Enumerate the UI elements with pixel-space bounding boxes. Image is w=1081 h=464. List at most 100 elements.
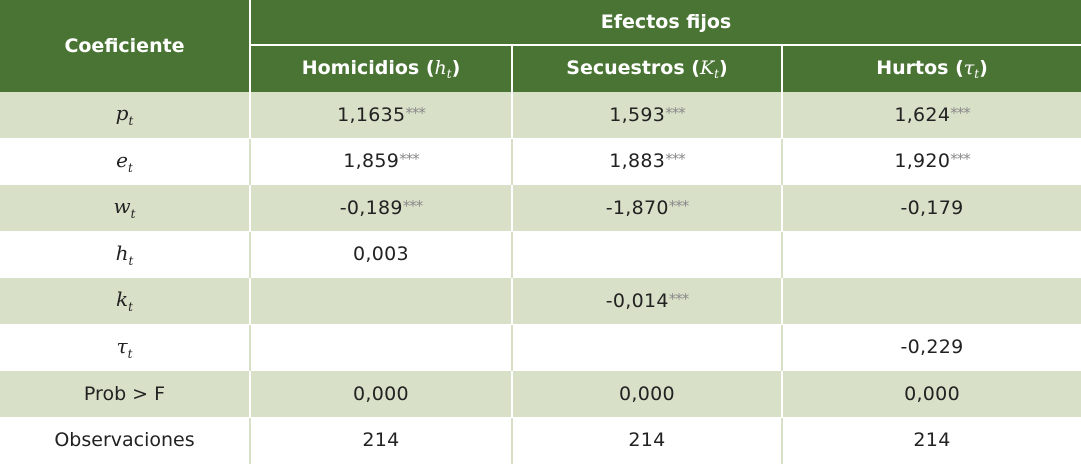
homicidios-subscript: t — [446, 67, 452, 81]
cell-value: 0,000 — [353, 382, 409, 405]
significance-stars: *** — [668, 196, 689, 215]
row-label: ht — [0, 231, 251, 278]
value-cell: -0,014*** — [512, 277, 783, 325]
significance-stars: *** — [665, 103, 685, 122]
row-label-text: Observaciones — [54, 429, 195, 452]
header-row-top: Coeficiente Efectos fijos — [0, 0, 1081, 92]
table-row: wt -0,189*** -1,870*** -0,179 — [0, 184, 1081, 232]
row-label: pt — [0, 92, 251, 139]
variable-subscript: t — [128, 253, 134, 268]
value-cell: 214 — [782, 417, 1081, 464]
significance-stars: *** — [405, 103, 425, 122]
hurtos-symbol: τ — [963, 57, 975, 79]
cell-value: 0,000 — [619, 382, 675, 405]
cell-value: 0,003 — [353, 243, 409, 266]
significance-stars: *** — [665, 150, 685, 169]
coeficiente-header: Coeficiente — [0, 0, 251, 92]
variable-symbol: p — [115, 101, 129, 126]
value-cell: 1,593*** — [512, 92, 783, 139]
hurtos-close: ) — [979, 57, 988, 79]
value-cell — [512, 231, 783, 278]
value-cell: 1,624*** — [782, 92, 1081, 139]
hurtos-label: Hurtos ( — [876, 57, 964, 79]
value-cell — [250, 324, 513, 371]
secuestros-label: Secuestros ( — [566, 57, 700, 79]
cell-value: 1,920 — [894, 150, 951, 173]
row-label: Prob > F — [0, 370, 251, 418]
hurtos-header: Hurtos (τt) — [782, 45, 1081, 92]
variable-subscript: t — [130, 207, 136, 222]
cell-value: -1,870 — [605, 196, 669, 219]
significance-stars: *** — [950, 150, 970, 169]
homicidios-symbol: h — [434, 57, 447, 79]
value-cell: 214 — [512, 417, 783, 464]
cell-value: 1,1635 — [337, 103, 406, 126]
hurtos-subscript: t — [974, 67, 980, 81]
significance-stars: *** — [668, 289, 689, 308]
cell-value: 214 — [913, 429, 951, 452]
row-label: Observaciones — [0, 417, 251, 464]
variable-subscript: t — [128, 114, 134, 129]
significance-stars: *** — [399, 150, 419, 169]
value-cell — [782, 231, 1081, 278]
value-cell: 1,1635*** — [250, 92, 513, 139]
row-label: kt — [0, 277, 251, 325]
variable-symbol: e — [116, 147, 128, 172]
variable-symbol: h — [115, 240, 129, 265]
row-label: wt — [0, 184, 251, 232]
row-label-text: Prob > F — [83, 382, 166, 405]
table-row: pt 1,1635*** 1,593*** 1,624*** — [0, 92, 1081, 139]
secuestros-symbol: K — [699, 57, 715, 79]
value-cell: 0,003 — [250, 231, 513, 278]
table-row: Observaciones 214 214 214 — [0, 417, 1081, 464]
homicidios-header: Homicidios (ht) — [250, 45, 513, 92]
variable-symbol: k — [116, 287, 129, 312]
variable-subscript: t — [127, 346, 133, 361]
cell-value: 1,883 — [609, 150, 666, 173]
significance-stars: *** — [950, 103, 970, 122]
cell-value: -0,179 — [900, 196, 964, 219]
variable-subscript: t — [128, 160, 133, 175]
value-cell: -1,870*** — [512, 184, 783, 232]
value-cell — [512, 324, 783, 371]
row-label: τt — [0, 324, 251, 371]
value-cell: 1,859*** — [250, 138, 513, 185]
header-row-sub: Homicidios (ht) Secuestros (Kt) Hurtos (… — [0, 45, 1081, 92]
secuestros-close: ) — [719, 57, 728, 79]
value-cell — [250, 277, 513, 325]
significance-stars: *** — [402, 196, 423, 215]
row-label: et — [0, 138, 251, 185]
value-cell: -0,189*** — [250, 184, 513, 232]
cell-value: -0,014 — [605, 289, 669, 312]
value-cell: 0,000 — [782, 370, 1081, 418]
cell-value: 1,593 — [609, 103, 666, 126]
cell-value: 1,624 — [894, 103, 951, 126]
value-cell: 1,920*** — [782, 138, 1081, 185]
table-row: ht 0,003 — [0, 231, 1081, 278]
secuestros-header: Secuestros (Kt) — [512, 45, 783, 92]
cell-value: 214 — [628, 429, 666, 452]
cell-value: 214 — [362, 429, 400, 452]
homicidios-close: ) — [451, 57, 461, 79]
variable-subscript: t — [128, 300, 133, 315]
value-cell: 1,883*** — [512, 138, 783, 185]
value-cell — [782, 277, 1081, 325]
homicidios-label: Homicidios ( — [301, 57, 435, 79]
cell-value: 1,859 — [343, 150, 400, 173]
table-row: τt -0,229 — [0, 324, 1081, 371]
variable-symbol: τ — [116, 333, 128, 358]
cell-value: -0,189 — [339, 196, 403, 219]
table-row: Prob > F 0,000 0,000 0,000 — [0, 370, 1081, 418]
value-cell: -0,179 — [782, 184, 1081, 232]
value-cell: 0,000 — [512, 370, 783, 418]
value-cell: -0,229 — [782, 324, 1081, 371]
value-cell: 214 — [250, 417, 513, 464]
table-row: et 1,859*** 1,883*** 1,920*** — [0, 138, 1081, 185]
secuestros-subscript: t — [714, 67, 719, 81]
table-row: kt -0,014*** — [0, 277, 1081, 325]
cell-value: -0,229 — [900, 336, 964, 359]
cell-value: 0,000 — [904, 382, 960, 405]
value-cell: 0,000 — [250, 370, 513, 418]
efectos-fijos-header: Efectos fijos — [250, 0, 1081, 46]
